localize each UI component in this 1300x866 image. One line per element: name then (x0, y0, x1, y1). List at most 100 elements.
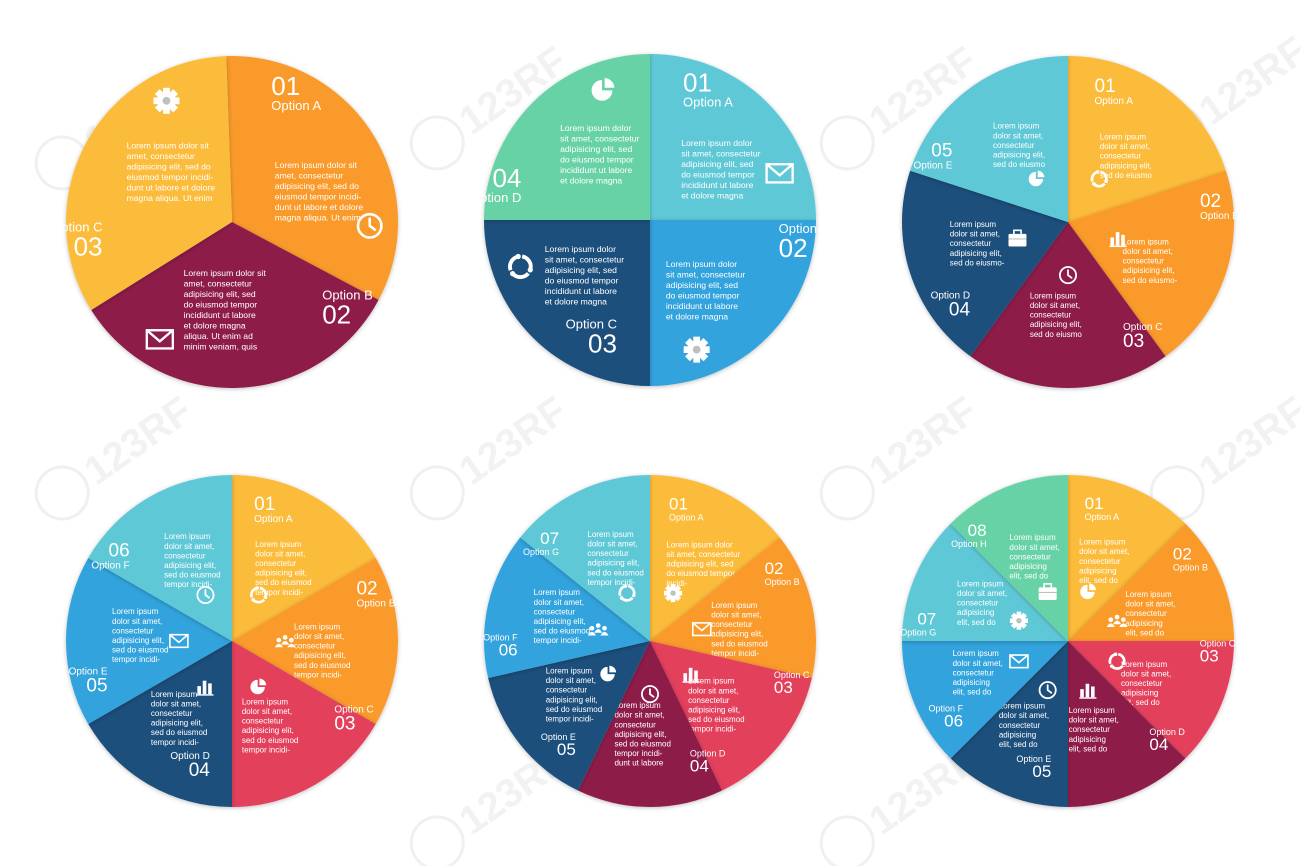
description-line: et dolore magna (681, 191, 743, 201)
description-line: adipisicing (1125, 619, 1162, 628)
description-line: elit, sed do (953, 688, 992, 697)
slice-option-label: Option B (322, 287, 373, 302)
slice-option-label: Option D (170, 751, 209, 762)
description-line: adipisicing (999, 730, 1036, 739)
description-line: elit, sed do (957, 618, 996, 627)
description-line: dunt ut labore et dolore (275, 202, 364, 212)
slice-number: 01 (1085, 494, 1104, 513)
description-line: adipisicing elit, (688, 705, 740, 714)
slice-number: 04 (1149, 735, 1168, 754)
slice-shape (232, 475, 376, 641)
people-icon (274, 635, 296, 648)
description-line: dolor sit amet, (534, 598, 584, 607)
description-line: Lorem ipsum (1121, 660, 1168, 669)
slice-number: 01 (683, 67, 712, 97)
description-line: Lorem ipsum (534, 588, 581, 597)
description-line: adipisicing elit, (255, 569, 307, 578)
description-line: Lorem ipsum (1125, 590, 1172, 599)
description-line: dolor sit amet, (1009, 543, 1059, 552)
description-line: elit, sed do (999, 740, 1038, 749)
description-line: adipisicing elit, sed do (127, 161, 211, 171)
description-line: dolor sit amet, (953, 659, 1003, 668)
description-line: adipisicing elit, (534, 617, 586, 626)
description-line: sed do eiusmod (294, 661, 350, 670)
slice-number: 04 (189, 760, 211, 781)
description-line: consectetur (151, 709, 193, 718)
description-line: dolor sit amet, (614, 711, 664, 720)
description-line: sed do eiusmo (993, 160, 1046, 169)
description-line: incididunt ut labore (681, 180, 753, 190)
slice-number: 06 (109, 540, 130, 561)
description-line: adipisicing elit, sed (184, 289, 256, 299)
description-line: consectetur (242, 717, 284, 726)
description-line: consectetur (993, 141, 1035, 150)
description-line: Lorem ipsum (1100, 132, 1147, 141)
slice-option-label: Option A (683, 94, 733, 109)
envelope-icon (765, 163, 794, 184)
gear-icon (683, 336, 710, 363)
slice-option-label: Option A (1085, 512, 1120, 522)
slice-shape (226, 56, 398, 300)
description-line: dolor sit amet, (688, 686, 738, 695)
slice-number: 03 (74, 231, 103, 261)
slice-number: 02 (356, 579, 377, 600)
description-line: consectetur (1030, 311, 1072, 320)
description-line: elit, sed do (1079, 576, 1118, 585)
description-line: do eiusmod tempor (681, 170, 755, 180)
description-line: Lorem ipsum (993, 122, 1040, 131)
slice-number: 02 (1173, 545, 1192, 564)
description-line: adipisicing elit, (151, 719, 203, 728)
people-icon (587, 623, 609, 636)
slice-option-label: Option C (1200, 639, 1236, 649)
slice-description: Lorem ipsum dolor sit amet, consectetur ad… (545, 244, 624, 306)
description-line: adipisicing elit, (587, 559, 639, 568)
description-line: consectetur (950, 239, 992, 248)
slice-description: Lorem ipsum dolor sit amet, consectetur ad… (681, 138, 760, 201)
slice-shape (970, 222, 1166, 388)
description-line: tempor incidi- (711, 649, 759, 658)
description-line: dunt ut labore (614, 759, 663, 768)
description-line: adipisicing elit, sed (681, 159, 753, 169)
description-line: Lorem ipsum dolor (681, 138, 752, 148)
description-line: sed do eiusmo- (950, 258, 1005, 267)
description-line: Lorem ipsum (1030, 291, 1077, 300)
description-line: tempor incidi- (688, 725, 736, 734)
description-line: sit amet, consectetur (666, 550, 740, 559)
description-line: tempor incidi- (294, 670, 342, 679)
slice-description: Lorem ipsum dolor sit amet, consectetur adi… (294, 622, 350, 679)
description-line: et dolore magna (560, 175, 622, 185)
slice-number: 02 (765, 559, 784, 578)
description-line: dolor sit amet, (1123, 247, 1173, 256)
slice-number: 03 (774, 678, 793, 697)
description-line: amet, consectetur (184, 279, 252, 289)
slice-shape (1068, 170, 1234, 357)
slice-description: Lorem ipsum dolor sit amet, consectetur adi… (1125, 590, 1175, 637)
description-line: Lorem ipsum (242, 697, 289, 706)
description-line: adipisicing (1121, 689, 1158, 698)
description-line: tempor incidi- (255, 588, 303, 597)
description-line: consectetur (1009, 552, 1051, 561)
description-line: tempor incidi- (546, 714, 594, 723)
slice-option-label: Option D (931, 291, 970, 302)
slice-number: 05 (86, 675, 107, 696)
slice-description: Lorem ipsum dolor sit amet, consectetur adi… (999, 702, 1049, 749)
description-line: eiusmod tempor incidi- (127, 172, 214, 182)
slice-description: Lorem ipsum dolor sit amet, consectetur adi… (587, 530, 643, 587)
description-line: adipisicing elit, sed (545, 265, 617, 275)
description-line: Lorem ipsum (294, 622, 341, 631)
slice-shape (483, 537, 650, 678)
slice-description: Lorem ipsum dolor sit amet, consectetur adi… (957, 579, 1007, 626)
slice-number: 02 (779, 233, 808, 263)
slice-shape (484, 220, 650, 386)
slice-shape (1068, 641, 1234, 759)
description-line: sed do eiusmod (112, 646, 168, 655)
